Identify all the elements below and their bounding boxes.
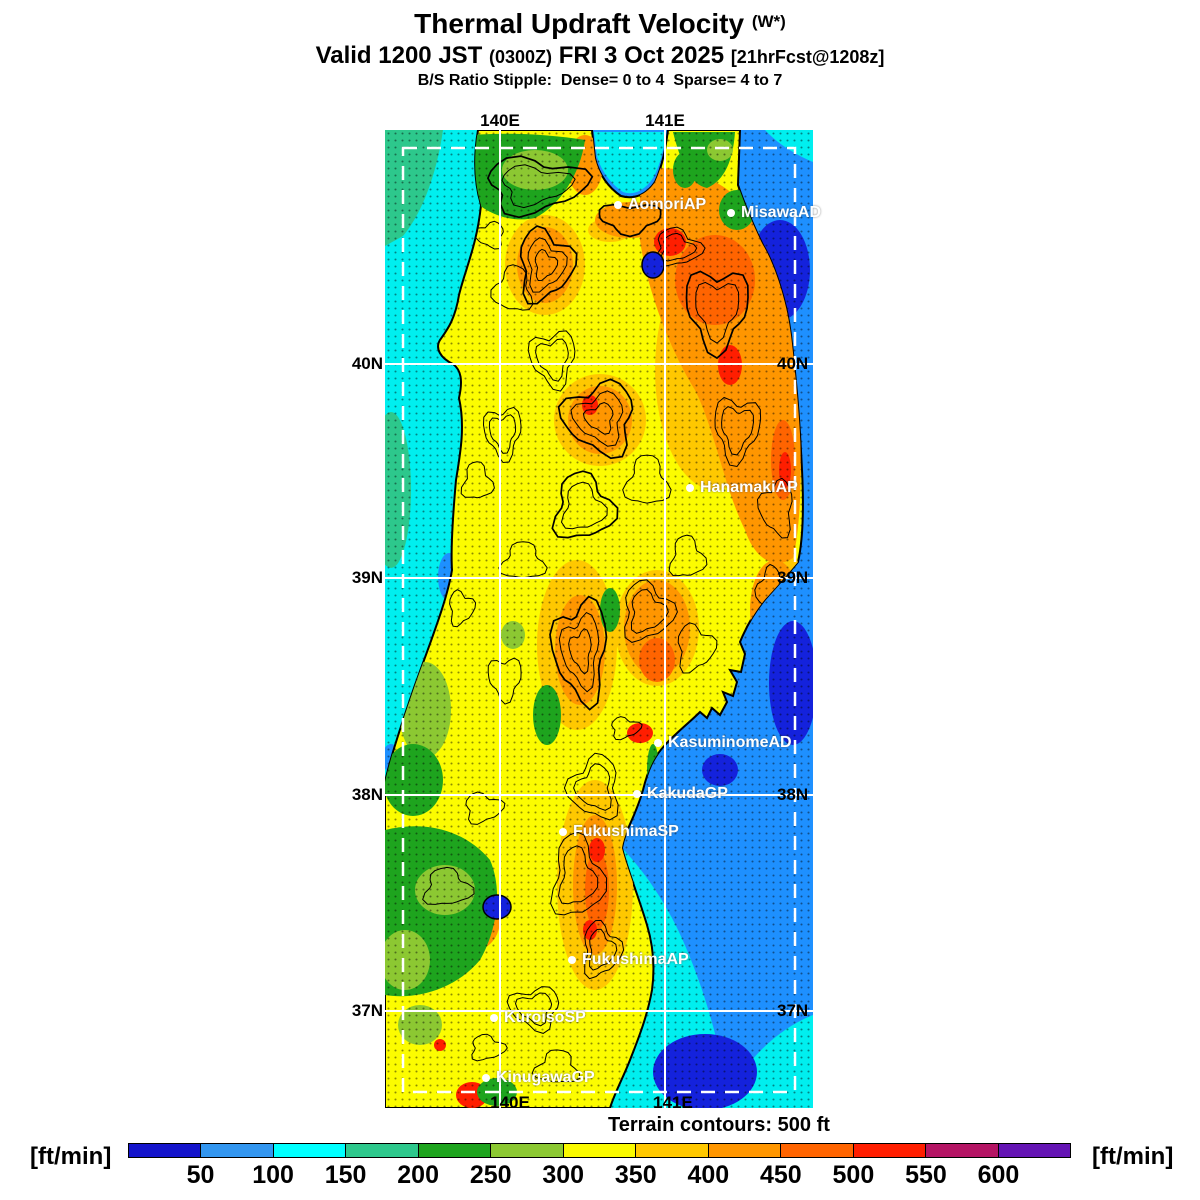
lat-label-40n-right: 40N — [777, 354, 809, 373]
lon-label-140e-bottom: 140E — [490, 1093, 530, 1112]
graticule — [385, 130, 813, 1108]
station-kuroiso-sp: KuroisoSP — [490, 1009, 586, 1027]
station-dot — [482, 1074, 490, 1082]
colorbar-tick-label: 350 — [614, 1161, 657, 1189]
bs-ratio-stipple — [385, 130, 813, 1108]
lat-label-40n-left: 40N — [351, 354, 383, 373]
map-canvas — [371, 129, 817, 1110]
station-kasuminome-ad: KasuminomeAD — [654, 734, 792, 752]
updraft-velocity-map — [371, 129, 817, 1110]
station-aomori-ap: AomoriAP — [614, 196, 706, 214]
valid-time: Valid 1200 JST — [315, 42, 483, 69]
title-text: Thermal Updraft Velocity — [414, 8, 745, 39]
colorbar-segment — [781, 1144, 854, 1157]
lon-label-141e-top: 141E — [645, 111, 685, 130]
colorbar-tick-label: 300 — [542, 1161, 585, 1189]
station-dot — [568, 956, 576, 964]
station-label: KakudaGP — [647, 785, 728, 802]
station-hanamaki-ap: HanamakiAP — [686, 479, 798, 497]
colorbar-segment — [563, 1144, 637, 1157]
colorbar-tick-label: 500 — [832, 1161, 875, 1189]
station-dot — [490, 1014, 498, 1022]
valid-date: FRI 3 Oct 2025 — [558, 42, 725, 69]
colorbar-tick-label: 100 — [252, 1161, 294, 1189]
lon-label-141e-bottom: 141E — [653, 1093, 693, 1112]
valid-zulu: (0300Z) — [489, 47, 553, 67]
station-dot — [654, 739, 662, 747]
colorbar-tick-label: 550 — [905, 1161, 947, 1189]
lat-label-37n-left: 37N — [351, 1001, 383, 1020]
header: Thermal Updraft Velocity (W*) Valid 1200… — [0, 6, 1200, 91]
lat-label-37n-right: 37N — [777, 1001, 809, 1020]
station-fukushima-sp: FukushimaSP — [559, 823, 679, 841]
colorbar-segment — [491, 1144, 564, 1157]
colorbar-segment — [346, 1144, 419, 1157]
station-dot — [686, 484, 694, 492]
colorbar-unit-right: [ft/min] — [1092, 1143, 1174, 1170]
station-label: MisawaAD — [741, 204, 822, 221]
station-dot — [559, 828, 567, 836]
station-kinugawa-gp: KinugawaGP — [482, 1069, 595, 1087]
station-misawa-ad: MisawaAD — [727, 204, 821, 222]
lat-label-39n-right: 39N — [777, 568, 809, 587]
lon-label-140e-top: 140E — [480, 111, 520, 130]
colorbar-segment — [201, 1144, 274, 1157]
station-label: KinugawaGP — [496, 1069, 595, 1086]
colorbar-segment — [926, 1144, 999, 1157]
station-label: KasuminomeAD — [668, 734, 792, 751]
lat-label-39n-left: 39N — [351, 568, 383, 587]
station-label: HanamakiAP — [700, 479, 798, 496]
station-label: KuroisoSP — [504, 1009, 586, 1026]
station-dot — [727, 209, 735, 217]
domain-boundary-box — [401, 146, 797, 1094]
colorbar-tick-label: 600 — [977, 1161, 1020, 1189]
valid-line: Valid 1200 JST (0300Z) FRI 3 Oct 2025 [2… — [0, 41, 1200, 71]
colorbar-segment — [853, 1144, 927, 1157]
station-label: AomoriAP — [628, 196, 707, 213]
station-label: FukushimaSP — [573, 823, 679, 840]
terrain-note: Terrain contours: 500 ft — [608, 1114, 830, 1136]
lat-label-38n-left: 38N — [351, 785, 383, 804]
forecast-hour: [21hrFcst@1208z] — [730, 47, 885, 67]
colorbar-unit-left: [ft/min] — [30, 1143, 112, 1170]
station-dot — [614, 201, 622, 209]
colorbar-segment — [636, 1144, 709, 1157]
colorbar-tick-label: 400 — [687, 1161, 730, 1189]
colorbar-segment — [998, 1144, 1071, 1157]
station-fukushima-ap: FukushimaAP — [568, 951, 689, 969]
title-variable: (W*) — [751, 12, 786, 31]
page-title: Thermal Updraft Velocity (W*) — [0, 6, 1200, 41]
station-kakuda-gp: KakudaGP — [633, 785, 728, 803]
colorbar-tick-label: 250 — [469, 1161, 512, 1189]
colorbar — [128, 1143, 1071, 1158]
colorbar-segment — [273, 1144, 347, 1157]
colorbar-tick-label: 50 — [186, 1161, 215, 1189]
colorbar-tick-label: 450 — [759, 1161, 802, 1189]
colorbar-segment — [129, 1144, 202, 1157]
colorbar-tick-label: 200 — [397, 1161, 439, 1189]
colorbar-segment — [418, 1144, 492, 1157]
lat-label-38n-right: 38N — [777, 785, 809, 804]
colorbar-tick-label: 150 — [324, 1161, 367, 1189]
station-dot — [633, 790, 641, 798]
colorbar-segment — [708, 1144, 782, 1157]
station-label: FukushimaAP — [582, 951, 689, 968]
stipple-note: B/S Ratio Stipple: Dense= 0 to 4 Sparse=… — [417, 72, 783, 89]
